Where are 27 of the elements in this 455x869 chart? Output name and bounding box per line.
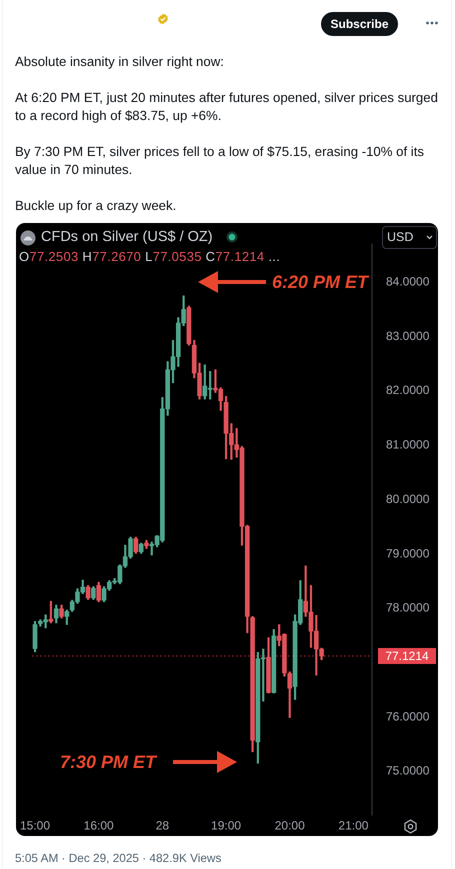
- x-tick-label: 15:00: [20, 818, 50, 832]
- y-tick-label: 82.0000: [386, 383, 430, 398]
- annotation: 6:20 PM ET: [272, 271, 368, 293]
- text: At 6:20 PM ET, just 20 minutes after futures opened, silver prices surged to a record high of $83.75, up +6%.: [15, 89, 439, 125]
- text: O77.2503 H77.2670 L77.0535 C77.1214 ...: [19, 249, 280, 264]
- x-tick-label: 16:00: [84, 818, 114, 832]
- y-tick-label: 81.0000: [386, 438, 430, 452]
- text: Absolute insanity in silver right now:: [15, 53, 225, 71]
- x-tick-label: 28: [156, 818, 170, 832]
- x-tick-label: 19:00: [211, 818, 242, 832]
- y-tick-label: 78.0000: [386, 600, 430, 615]
- y-tick-label: 83.0000: [386, 328, 430, 343]
- subscribe-button: Subscribe: [321, 12, 398, 36]
- y-tick-label: 79.0000: [386, 546, 430, 560]
- x-tick-label: 21:00: [338, 818, 369, 832]
- text: By 7:30 PM ET, silver prices fell to a low of $75.15, erasing -10% of its value in 70 minutes.: [15, 143, 425, 179]
- x-tick-label: 20:00: [274, 818, 306, 832]
- text: 5:05 AM · Dec 29, 2025 · 482.9K Views: [15, 850, 222, 866]
- y-tick-label: 80.0000: [386, 492, 430, 506]
- y-tick-label: 75.0000: [386, 764, 430, 778]
- y-tick-label: 84.0000: [386, 274, 430, 289]
- y-tick-label: 76.0000: [386, 709, 430, 724]
- chart-title: CFDs on Silver (US$ / OZ): [41, 228, 213, 246]
- ref-line-label: 77.1214: [385, 648, 430, 663]
- currency-dropdown: USD: [382, 226, 437, 249]
- text: Buckle up for a crazy week.: [15, 197, 178, 215]
- annotation: 7:30 PM ET: [60, 751, 156, 773]
